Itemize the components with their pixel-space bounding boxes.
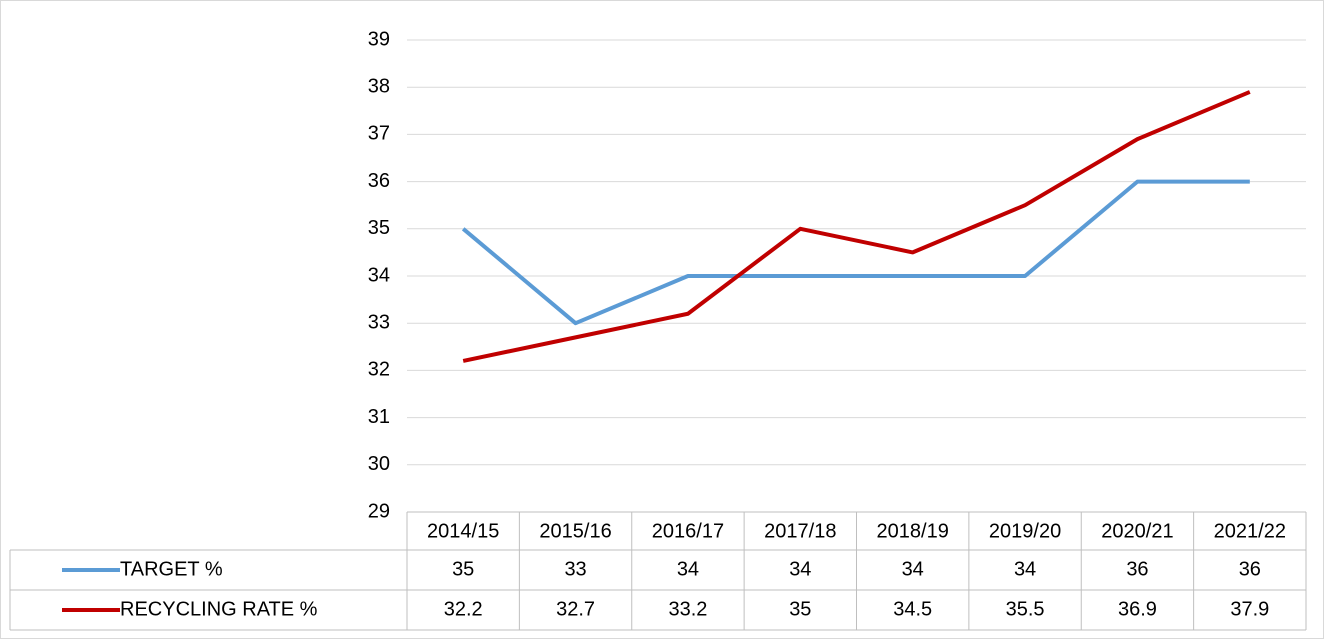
y-tick-label: 36 bbox=[368, 170, 390, 192]
x-tick-label: 2018/19 bbox=[877, 520, 949, 542]
table-value: 35.5 bbox=[1006, 598, 1045, 620]
x-tick-label: 2017/18 bbox=[764, 520, 836, 542]
y-tick-label: 35 bbox=[368, 217, 390, 239]
y-tick-label: 33 bbox=[368, 311, 390, 333]
y-tick-label: 30 bbox=[368, 453, 390, 475]
series-line bbox=[462, 90, 1251, 363]
y-tick-label: 39 bbox=[368, 28, 390, 50]
legend-label: TARGET % bbox=[120, 558, 223, 580]
table-value: 34 bbox=[677, 558, 699, 580]
table-value: 34 bbox=[1014, 558, 1036, 580]
y-tick-label: 29 bbox=[368, 500, 390, 522]
x-tick-label: 2021/22 bbox=[1214, 520, 1286, 542]
y-tick-label: 37 bbox=[368, 123, 390, 145]
table-value: 34 bbox=[789, 558, 811, 580]
table-value: 35 bbox=[452, 558, 474, 580]
y-tick-label: 38 bbox=[368, 75, 390, 97]
table-value: 37.9 bbox=[1230, 598, 1269, 620]
legend-label: RECYCLING RATE % bbox=[120, 598, 318, 620]
table-value: 34.5 bbox=[893, 598, 932, 620]
y-tick-label: 34 bbox=[368, 264, 390, 286]
x-tick-label: 2014/15 bbox=[427, 520, 499, 542]
y-tick-label: 31 bbox=[368, 406, 390, 428]
x-tick-label: 2020/21 bbox=[1101, 520, 1173, 542]
table-value: 35 bbox=[789, 598, 811, 620]
table-value: 34 bbox=[902, 558, 924, 580]
x-tick-label: 2016/17 bbox=[652, 520, 724, 542]
table-value: 36 bbox=[1239, 558, 1261, 580]
table-value: 33.2 bbox=[668, 598, 707, 620]
table-value: 36.9 bbox=[1118, 598, 1157, 620]
table-value: 32.2 bbox=[444, 598, 483, 620]
table-value: 32.7 bbox=[556, 598, 595, 620]
table-value: 36 bbox=[1126, 558, 1148, 580]
table-value: 33 bbox=[564, 558, 586, 580]
x-tick-label: 2019/20 bbox=[989, 520, 1061, 542]
x-tick-label: 2015/16 bbox=[539, 520, 611, 542]
y-tick-label: 32 bbox=[368, 359, 390, 381]
series-line bbox=[461, 179, 1250, 326]
